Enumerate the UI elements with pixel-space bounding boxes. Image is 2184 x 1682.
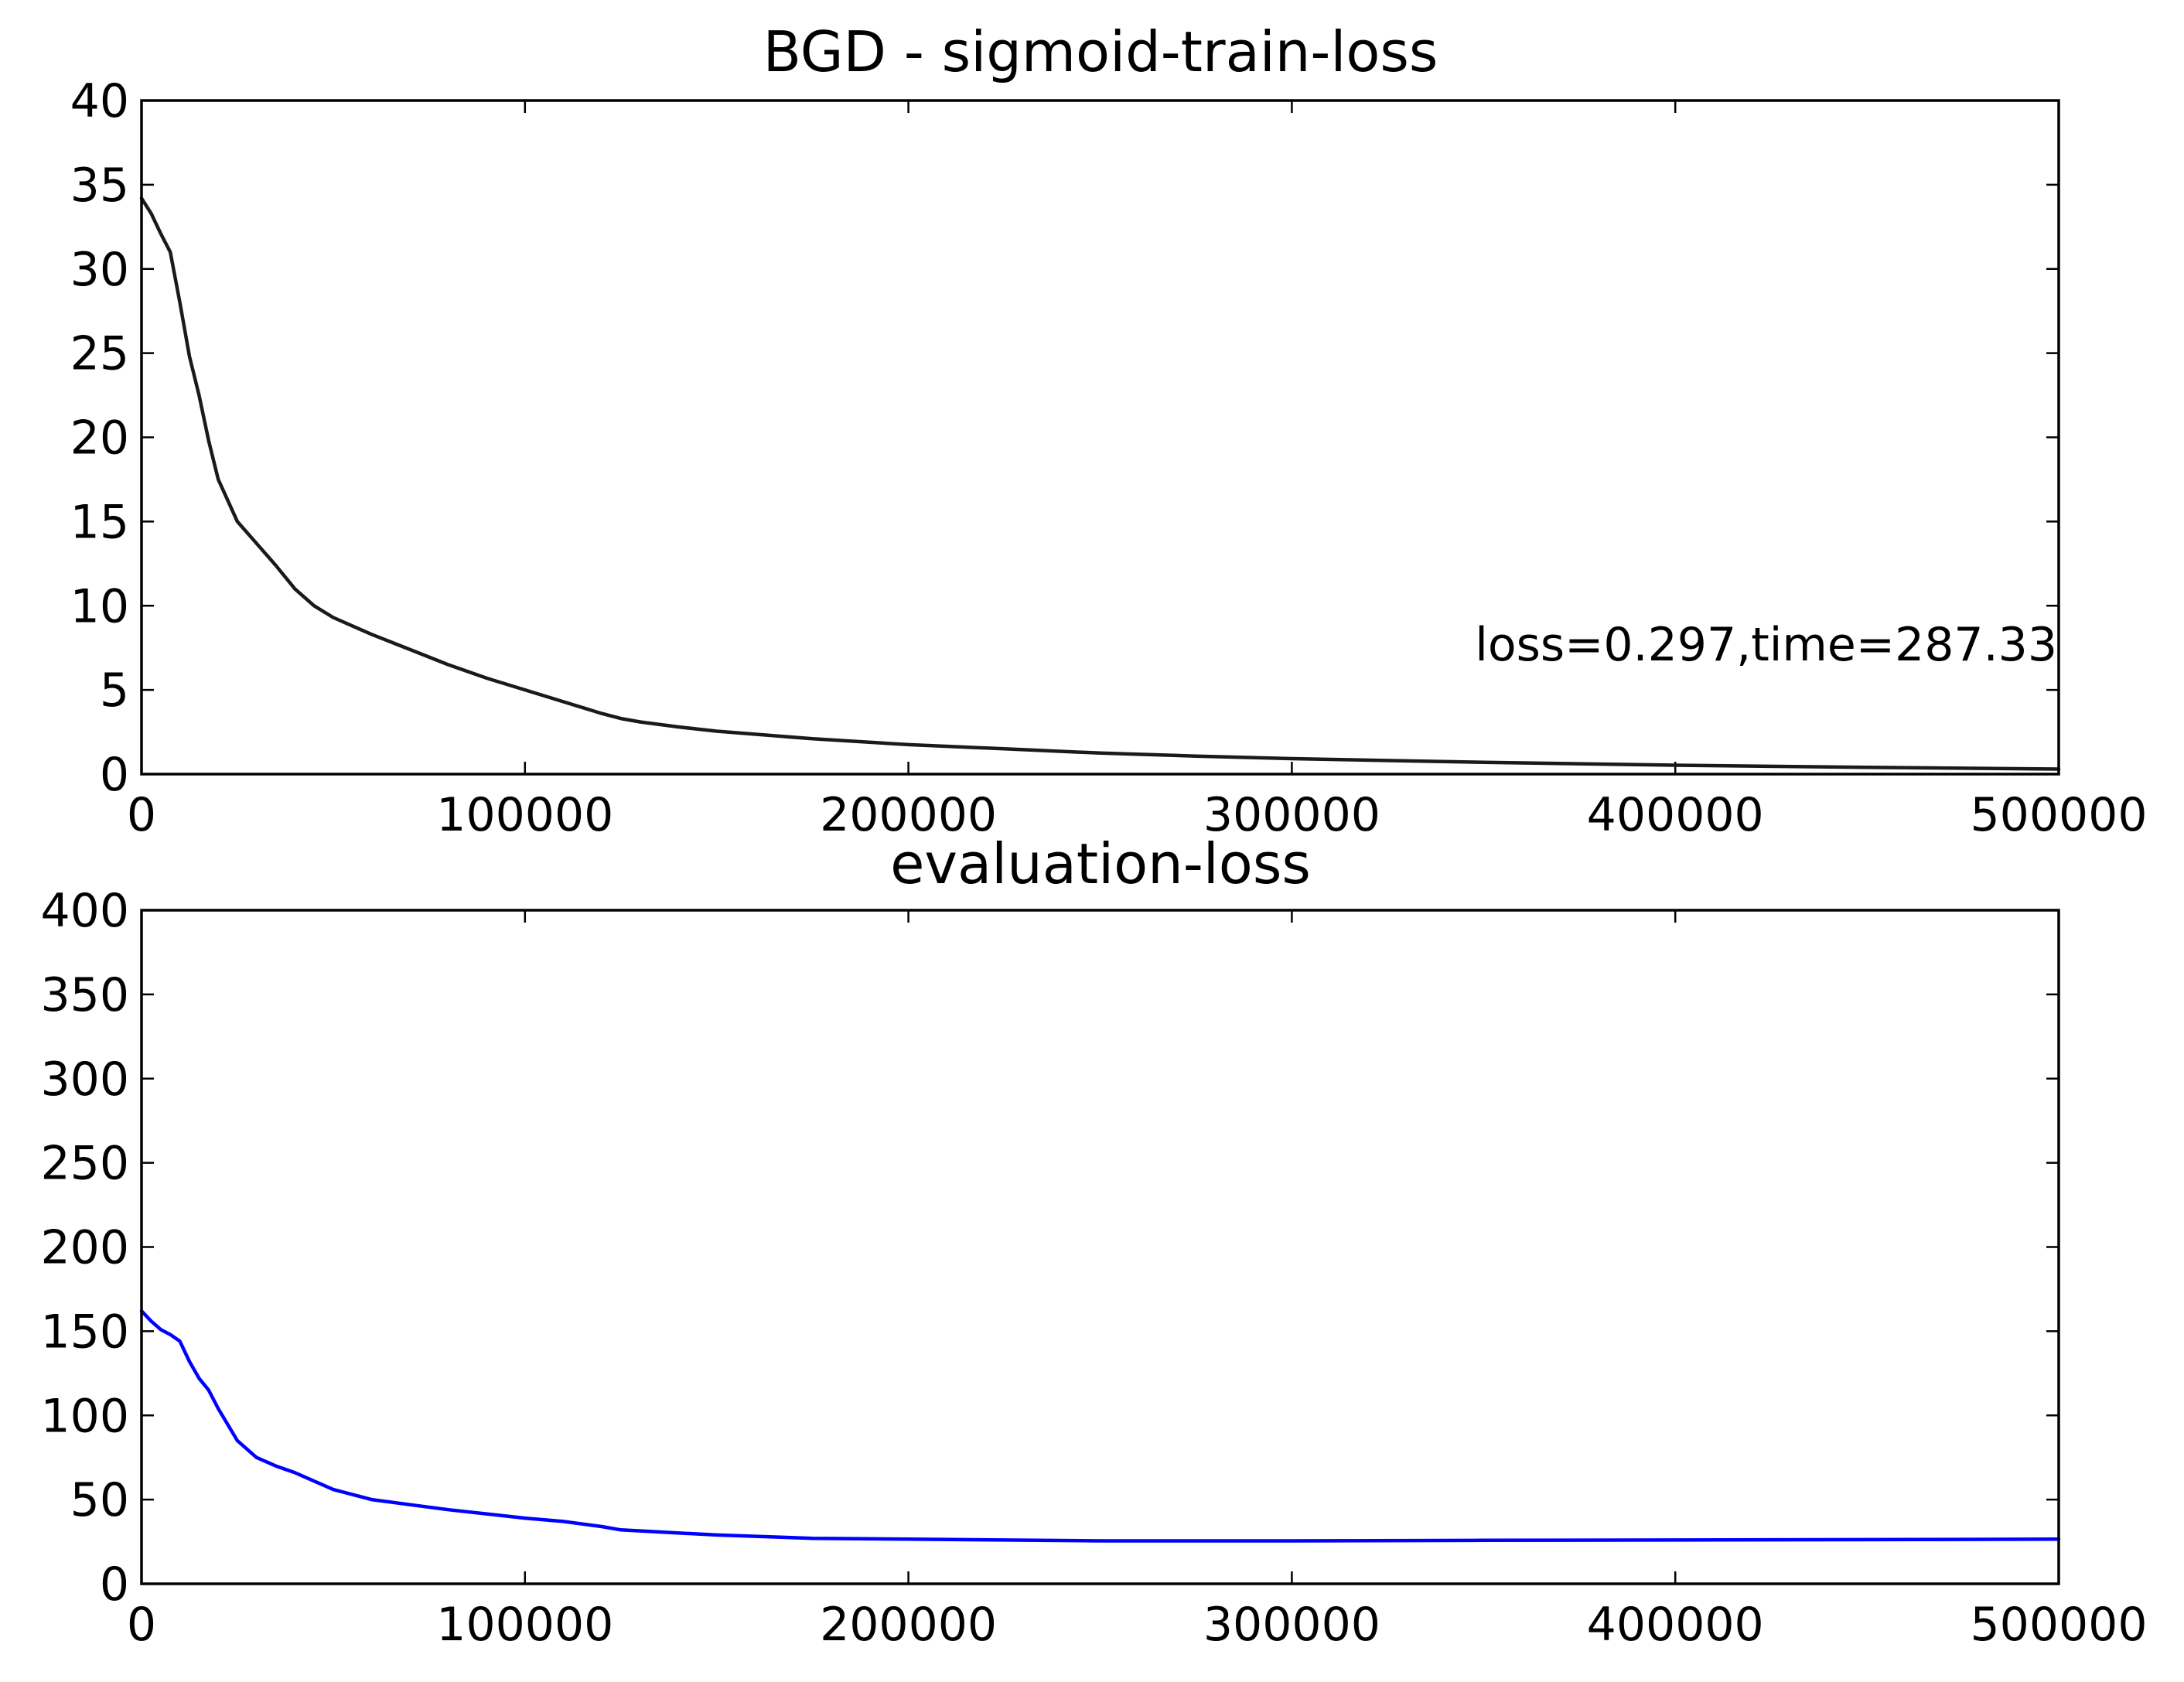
train-loss-xtick-label: 300000 — [1203, 788, 1380, 842]
train-loss-ytick-label: 30 — [70, 243, 129, 297]
evaluation-loss-title: evaluation-loss — [890, 831, 1311, 896]
train-loss-annotation: loss=0.297,time=287.33 — [1475, 618, 2057, 672]
train-loss-ytick-label: 20 — [70, 411, 129, 466]
evaluation-loss-ytick-label: 400 — [40, 884, 129, 938]
evaluation-loss-xtick-label: 500000 — [1970, 1598, 2147, 1652]
train-loss-ytick-label: 25 — [70, 327, 129, 381]
evaluation-loss-ytick-label: 150 — [40, 1305, 129, 1359]
train-loss-xtick-label: 500000 — [1970, 788, 2147, 842]
evaluation-loss-xtick-label: 200000 — [820, 1598, 997, 1652]
evaluation-loss-series-line — [139, 1308, 2061, 1543]
evaluation-loss-xtick-label: 0 — [127, 1598, 156, 1652]
evaluation-loss-panel: evaluation-loss 0 100000 200000 300000 40000… — [40, 831, 2147, 1652]
evaluation-loss-ytick-label: 250 — [40, 1137, 129, 1191]
train-loss-ytick-label: 0 — [100, 748, 129, 802]
evaluation-loss-ytick-label: 100 — [40, 1389, 129, 1443]
evaluation-loss-ytick-label: 50 — [70, 1473, 129, 1527]
train-loss-ytick-label: 40 — [70, 74, 129, 128]
train-loss-series-line — [139, 196, 2061, 771]
evaluation-loss-ytick-label: 200 — [40, 1221, 129, 1275]
evaluation-loss-xtick-label: 100000 — [436, 1598, 613, 1652]
evaluation-loss-ytick-label: 300 — [40, 1053, 129, 1107]
evaluation-loss-xtick-label: 400000 — [1587, 1598, 1764, 1652]
train-loss-title: BGD - sigmoid-train-loss — [763, 19, 1438, 84]
evaluation-loss-ytick-label: 0 — [100, 1557, 129, 1612]
evaluation-loss-xtick-label: 300000 — [1203, 1598, 1380, 1652]
train-loss-ytick-label: 10 — [70, 579, 129, 633]
train-loss-axes-frame — [140, 99, 2060, 776]
train-loss-xtick-label: 400000 — [1587, 788, 1764, 842]
evaluation-loss-plot-area: 0 100000 200000 300000 400000 500000 0 50 100 150… — [40, 884, 2147, 1652]
train-loss-ytick-label: 35 — [70, 159, 129, 213]
train-loss-ytick-label: 15 — [70, 495, 129, 549]
train-loss-ytick-label: 5 — [100, 664, 129, 718]
evaluation-loss-axes-frame — [140, 909, 2060, 1585]
evaluation-loss-ytick-label: 350 — [40, 968, 129, 1022]
train-loss-xtick-label: 0 — [127, 788, 156, 842]
train-loss-plot-area: 0 100000 200000 300000 400000 500000 0 5 10 15 20 2… — [70, 74, 2148, 842]
train-loss-xtick-label: 200000 — [820, 788, 997, 842]
train-loss-xtick-label: 100000 — [436, 788, 613, 842]
train-loss-panel: BGD - sigmoid-train-loss 0 100000 200000 30… — [70, 19, 2148, 842]
